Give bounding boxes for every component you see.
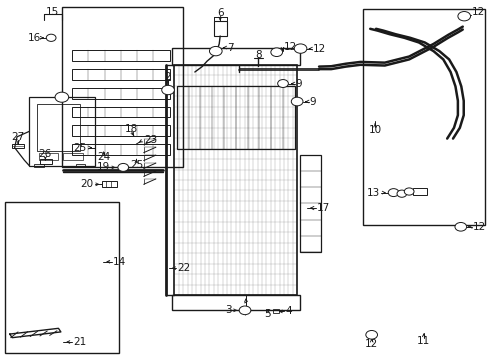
Circle shape bbox=[454, 222, 466, 231]
Bar bbox=[12, 144, 24, 148]
Text: 25: 25 bbox=[73, 143, 86, 153]
Text: 6: 6 bbox=[216, 8, 223, 18]
Bar bbox=[62, 7, 183, 167]
Bar bbox=[172, 48, 299, 65]
Bar bbox=[5, 202, 119, 353]
Bar bbox=[272, 309, 278, 313]
Bar bbox=[177, 86, 294, 149]
Bar bbox=[34, 164, 44, 167]
Text: 12: 12 bbox=[471, 222, 485, 232]
Text: 25: 25 bbox=[129, 159, 142, 170]
Text: 3: 3 bbox=[225, 305, 232, 315]
Text: 18: 18 bbox=[124, 123, 138, 134]
Bar bbox=[72, 50, 169, 61]
Text: 26: 26 bbox=[39, 149, 52, 159]
Text: 16: 16 bbox=[28, 33, 41, 43]
Circle shape bbox=[162, 85, 174, 95]
Circle shape bbox=[387, 189, 398, 197]
Bar bbox=[102, 181, 117, 187]
Bar bbox=[174, 65, 297, 295]
Bar bbox=[39, 153, 59, 160]
Circle shape bbox=[404, 188, 413, 195]
Text: 12: 12 bbox=[283, 42, 296, 52]
Circle shape bbox=[277, 80, 288, 87]
Bar bbox=[75, 164, 85, 167]
Text: 24: 24 bbox=[97, 152, 110, 162]
Text: 4: 4 bbox=[285, 306, 291, 316]
Text: 9: 9 bbox=[309, 96, 316, 107]
Text: 12: 12 bbox=[313, 44, 326, 54]
Text: 23: 23 bbox=[144, 135, 157, 145]
Bar bbox=[214, 21, 226, 36]
Bar bbox=[72, 88, 169, 99]
Bar bbox=[63, 153, 82, 160]
Text: 21: 21 bbox=[73, 337, 86, 347]
Text: 12: 12 bbox=[470, 6, 484, 17]
Text: 1: 1 bbox=[242, 302, 249, 312]
Circle shape bbox=[291, 97, 303, 106]
Bar bbox=[172, 295, 299, 310]
Text: 2: 2 bbox=[164, 72, 171, 82]
Circle shape bbox=[55, 92, 68, 102]
Text: 22: 22 bbox=[177, 263, 190, 273]
Text: 8: 8 bbox=[254, 50, 261, 60]
Circle shape bbox=[270, 48, 282, 57]
Bar bbox=[37, 104, 80, 151]
Circle shape bbox=[46, 34, 56, 41]
Circle shape bbox=[209, 46, 222, 56]
Text: 13: 13 bbox=[366, 188, 379, 198]
Text: 9: 9 bbox=[295, 78, 302, 89]
Text: 5: 5 bbox=[264, 309, 271, 319]
Text: 7: 7 bbox=[227, 42, 234, 53]
Circle shape bbox=[294, 44, 306, 53]
Bar bbox=[72, 125, 169, 136]
Circle shape bbox=[118, 163, 128, 171]
Bar bbox=[412, 188, 426, 195]
Circle shape bbox=[396, 190, 406, 197]
Text: 17: 17 bbox=[316, 203, 329, 213]
Bar bbox=[72, 144, 169, 155]
Bar bbox=[72, 107, 169, 117]
Circle shape bbox=[365, 330, 377, 339]
Bar bbox=[29, 97, 95, 166]
Text: 20: 20 bbox=[80, 179, 93, 189]
Text: 10: 10 bbox=[368, 125, 381, 135]
Text: 27: 27 bbox=[11, 132, 24, 142]
Text: 12: 12 bbox=[365, 339, 378, 349]
Text: 14: 14 bbox=[113, 257, 126, 267]
Text: 19: 19 bbox=[96, 162, 109, 172]
Circle shape bbox=[457, 12, 469, 21]
Circle shape bbox=[239, 306, 250, 315]
Bar bbox=[299, 155, 321, 252]
Text: 11: 11 bbox=[416, 336, 429, 346]
Bar bbox=[362, 9, 484, 225]
Bar bbox=[72, 69, 169, 80]
Bar bbox=[40, 159, 52, 164]
Text: 15: 15 bbox=[45, 6, 59, 17]
